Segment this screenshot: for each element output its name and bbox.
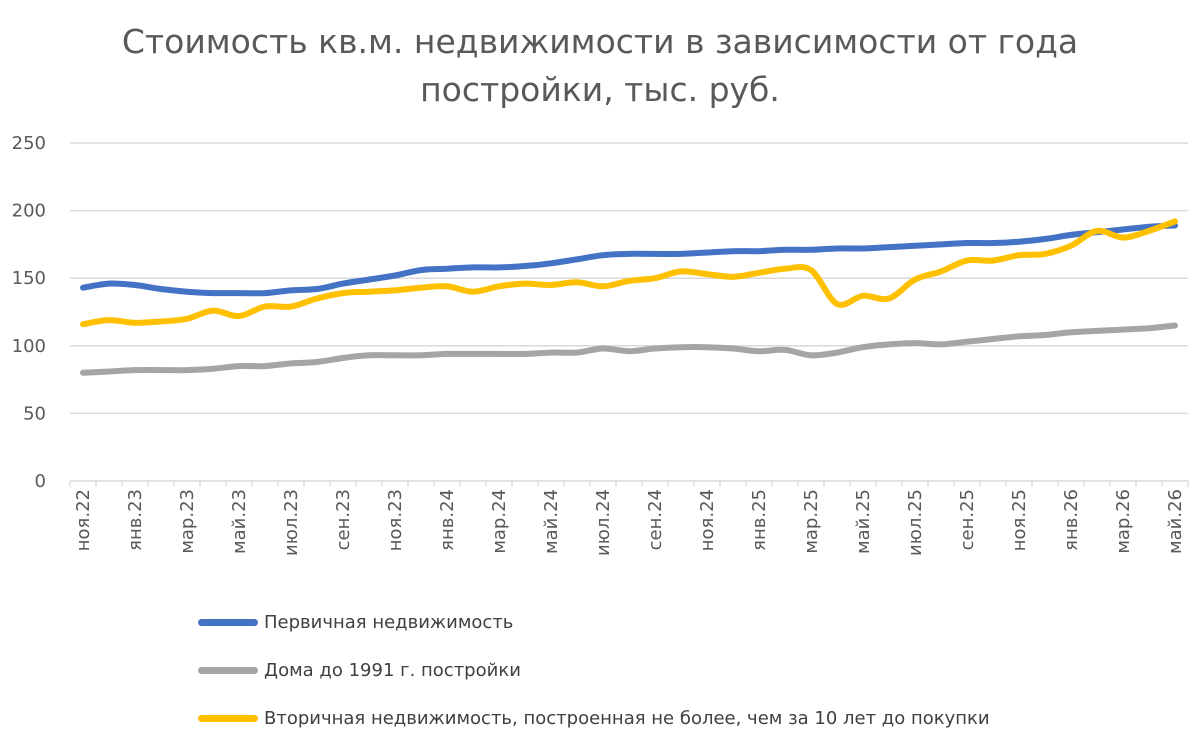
x-tick-label: янв.23 — [125, 489, 146, 551]
x-axis — [69, 480, 1189, 487]
x-tick-label: мар.26 — [1113, 489, 1134, 554]
legend: Первичная недвижимость Дома до 1991 г. п… — [198, 598, 990, 742]
series-line-primary — [80, 222, 1178, 297]
y-tick-label: 200 — [12, 201, 46, 222]
legend-label-secondary: Вторичная недвижимость, построенная не б… — [264, 707, 990, 729]
x-tick-label: ноя.24 — [697, 489, 718, 551]
chart-title: Стоимость кв.м. недвижимости в зависимос… — [0, 18, 1200, 114]
x-tick-label: июл.25 — [905, 489, 926, 556]
x-tick-label: ноя.25 — [1009, 489, 1030, 551]
series-line-secondary — [80, 218, 1178, 328]
legend-item-primary: Первичная недвижимость — [198, 598, 990, 646]
x-tick-label: мар.24 — [489, 489, 510, 554]
x-tick-label: сен.25 — [957, 489, 978, 550]
x-tick-label: май.25 — [853, 489, 874, 554]
legend-swatch-primary — [198, 618, 258, 626]
y-tick-label: 100 — [12, 336, 46, 357]
x-tick-label: мар.23 — [177, 489, 198, 554]
legend-item-old-houses: Дома до 1991 г. постройки — [198, 646, 990, 694]
legend-label-old-houses: Дома до 1991 г. постройки — [264, 659, 521, 681]
x-tick-label: май.26 — [1165, 489, 1186, 554]
y-tick-label: 150 — [12, 268, 46, 289]
chart-title-line-1: Стоимость кв.м. недвижимости в зависимос… — [121, 22, 1079, 61]
y-axis-ticks: 0 50 100 150 200 250 — [12, 133, 46, 492]
series-line-old-houses — [80, 322, 1178, 376]
legend-label-primary: Первичная недвижимость — [264, 611, 514, 633]
chart-title-line-2: постройки, тыс. руб. — [420, 70, 780, 109]
x-tick-label: янв.24 — [437, 489, 458, 551]
x-tick-label: сен.24 — [645, 489, 666, 550]
x-tick-label: июл.24 — [593, 489, 614, 556]
x-axis-ticks: ноя.22 янв.23 мар.23 май.23 июл.23 сен.23 ноя.… — [73, 489, 1186, 556]
legend-swatch-secondary — [198, 714, 258, 722]
x-tick-label: май.23 — [229, 489, 250, 554]
x-tick-label: ноя.23 — [385, 489, 406, 551]
x-tick-label: ноя.22 — [73, 489, 94, 551]
x-tick-label: мар.25 — [801, 489, 822, 554]
y-tick-label: 0 — [35, 471, 46, 492]
x-tick-label: июл.23 — [281, 489, 302, 556]
legend-swatch-old-houses — [198, 666, 258, 674]
x-tick-label: янв.25 — [749, 489, 770, 551]
x-tick-label: май.24 — [541, 489, 562, 554]
legend-item-secondary: Вторичная недвижимость, построенная не б… — [198, 694, 990, 742]
y-tick-label: 250 — [12, 133, 46, 154]
x-tick-label: янв.26 — [1061, 489, 1082, 551]
x-tick-label: сен.23 — [333, 489, 354, 550]
series-lines — [80, 218, 1178, 376]
y-tick-label: 50 — [23, 403, 46, 424]
